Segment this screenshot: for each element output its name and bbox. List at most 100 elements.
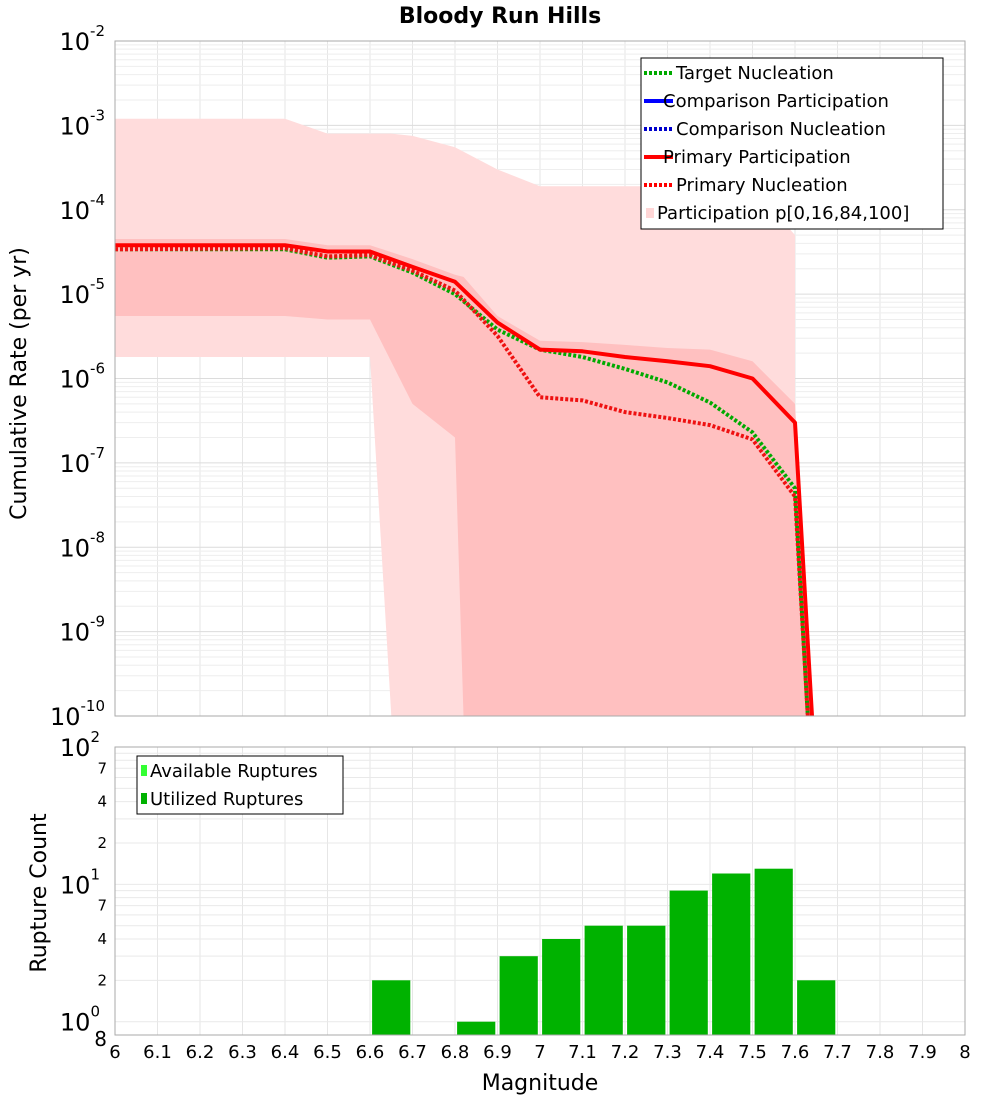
- magnitude-x-tick-label: 6.6: [356, 1042, 385, 1063]
- count-legend-box: [136, 755, 344, 815]
- rate-y-tick-base: 10: [59, 28, 90, 56]
- rate-y-tick-exponent: -10: [81, 697, 106, 715]
- rate-y-tick-exponent: -8: [90, 528, 105, 546]
- rate-y-axis-label: Cumulative Rate (per yr): [7, 247, 32, 520]
- count-y-tick-label: 102: [60, 728, 100, 762]
- magnitude-x-tick-label: 7.2: [611, 1042, 640, 1063]
- magnitude-x-tick-label: 6.5: [313, 1042, 342, 1063]
- rupture-bar: [499, 956, 538, 1035]
- rate-y-tick-label: 10-8: [59, 528, 105, 562]
- rate-y-tick-exponent: -5: [90, 275, 105, 293]
- rate-panel: 10-210-310-410-510-610-710-810-910-10 Cu…: [7, 22, 966, 731]
- rate-y-tick-label: 10-9: [59, 613, 105, 647]
- count-legend-swatch: [141, 765, 147, 776]
- magnitude-x-tick-label: 6.1: [143, 1042, 172, 1063]
- rupture-bar: [457, 1021, 496, 1035]
- rate-y-tick-base: 10: [59, 450, 90, 478]
- rate-y-tick-base: 10: [59, 112, 90, 140]
- count-plot-frame: [114, 746, 966, 1036]
- rate-y-tick-exponent: -7: [90, 444, 105, 462]
- rate-legend-box: [640, 57, 944, 230]
- rate-y-tick-exponent: -9: [90, 613, 105, 631]
- rate-y-tick-exponent: -2: [90, 22, 105, 40]
- rate-legend-label: Participation p[0,16,84,100]: [657, 203, 909, 224]
- chart-title: Bloody Run Hills: [399, 4, 601, 29]
- magnitude-x-tick-label: 7.8: [866, 1042, 895, 1063]
- rate-y-tick-base: 10: [59, 197, 90, 225]
- rupture-bar: [372, 980, 411, 1035]
- count-y-tick-label: 7: [97, 759, 107, 777]
- count-y-tick-label: 2: [97, 834, 107, 852]
- magnitude-x-tick-label: 7.5: [738, 1042, 767, 1063]
- count-y-tick-base: 10: [60, 1009, 91, 1037]
- rate-y-tick-label: 10-5: [59, 275, 105, 309]
- count-y-tick-label: 4: [97, 930, 107, 948]
- magnitude-x-tick-label: 7.3: [653, 1042, 682, 1063]
- series-primary-nucleation: [114, 246, 810, 717]
- count-legend-label: Utilized Ruptures: [150, 789, 303, 810]
- rate-series: [114, 243, 814, 717]
- magnitude-x-tick-label: 7.6: [781, 1042, 810, 1063]
- count-y-tick-label: 2: [97, 971, 107, 989]
- rate-legend-label: Primary Participation: [663, 147, 851, 168]
- rupture-bar: [754, 868, 793, 1035]
- count-y-axis-label: Rupture Count: [27, 813, 52, 973]
- count-y-tick-exponent: 2: [90, 728, 100, 746]
- count-legend-label: Available Ruptures: [150, 761, 318, 782]
- count-y-tick-label: 100: [60, 1003, 100, 1037]
- rupture-bar: [712, 873, 751, 1035]
- magnitude-x-axis-label: Magnitude: [482, 1071, 599, 1096]
- magnitude-x-tick-label: 6.7: [398, 1042, 427, 1063]
- count-y-tick-label: 4: [97, 793, 107, 811]
- count-y-tick-label: 7: [97, 897, 107, 915]
- magnitude-x-tick-label: 7.9: [908, 1042, 937, 1063]
- magnitude-x-tick-label: 7.4: [696, 1042, 725, 1063]
- count-y-tick-base: 10: [60, 734, 91, 762]
- rate-y-tick-base: 10: [59, 619, 90, 647]
- rate-y-ticks: 10-210-310-410-510-610-710-810-910-10: [50, 22, 105, 731]
- rate-y-tick-base: 10: [59, 366, 90, 394]
- rate-y-tick-exponent: -3: [90, 106, 105, 124]
- magnitude-x-tick-label: 6: [109, 1042, 120, 1063]
- magnitude-x-tick-label: 6.2: [186, 1042, 215, 1063]
- rate-y-tick-label: 10-3: [59, 106, 105, 140]
- rate-legend-label: Primary Nucleation: [676, 175, 848, 196]
- count-y-tick-label: 8: [94, 1027, 107, 1051]
- rupture-bar: [669, 890, 708, 1035]
- magnitude-x-tick-label: 7.7: [823, 1042, 852, 1063]
- count-bars: [372, 868, 836, 1035]
- magnitude-x-tick-label: 6.8: [441, 1042, 470, 1063]
- rate-y-tick-label: 10-7: [59, 444, 105, 478]
- rupture-bar: [627, 925, 666, 1035]
- count-legend: Available Ruptures Utilized Ruptures: [136, 755, 344, 815]
- magnitude-x-tick-label: 6.4: [271, 1042, 300, 1063]
- rate-legend-label: Comparison Nucleation: [676, 119, 886, 140]
- rate-y-tick-label: 10-4: [59, 191, 105, 225]
- magnitude-x-tick-label: 6.9: [483, 1042, 512, 1063]
- rate-y-tick-exponent: -4: [90, 191, 105, 209]
- magnitude-x-ticks: 6 6.1 6.2 6.3 6.4 6.5 6.6 6.7 6.8 6.9 7 7.1 7.2 7.3 7.…: [109, 1042, 970, 1063]
- count-y-tick-exponent: 1: [90, 865, 100, 883]
- rate-y-tick-base: 10: [50, 703, 81, 731]
- count-y-tick-exponent: 0: [90, 1003, 100, 1021]
- magnitude-x-tick-label: 8: [959, 1042, 970, 1063]
- count-y-tick-label: 101: [60, 865, 100, 899]
- rate-y-tick-exponent: -6: [90, 360, 105, 378]
- rate-y-tick-base: 10: [59, 534, 90, 562]
- count-y-tick-base: 10: [60, 871, 91, 899]
- rupture-bar: [584, 925, 623, 1035]
- magnitude-x-tick-label: 6.3: [228, 1042, 257, 1063]
- rate-y-tick-label: 10-10: [50, 697, 105, 731]
- rate-y-tick-base: 10: [59, 281, 90, 309]
- rupture-bar: [797, 980, 836, 1035]
- series-primary-participation: [115, 243, 814, 717]
- rate-y-tick-label: 10-2: [59, 22, 105, 56]
- rate-y-tick-label: 10-6: [59, 360, 105, 394]
- rate-legend-label: Comparison Participation: [663, 91, 889, 112]
- rupture-bar: [542, 939, 581, 1035]
- rate-plot-frame: [114, 40, 966, 717]
- rate-legend: Target Nucleation Comparison Participatio…: [640, 57, 944, 230]
- count-legend-swatch: [141, 793, 147, 804]
